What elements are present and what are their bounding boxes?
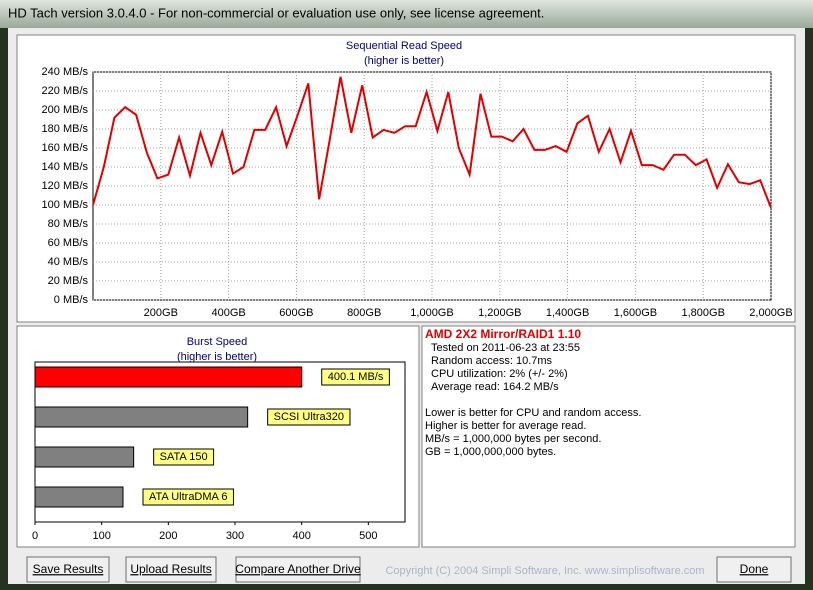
x-tick-label: 800GB	[347, 307, 381, 319]
window-title: HD Tach version 3.0.4.0 - For non-commer…	[8, 5, 544, 20]
chart-subtitle: (higher is better)	[177, 351, 257, 363]
burst-bar	[34, 366, 303, 388]
title-bar	[0, 0, 813, 28]
button[interactable]: Upload Results	[125, 556, 217, 583]
button-face[interactable]	[125, 556, 217, 583]
bar-label: SCSI Ultra320	[274, 411, 344, 423]
info-detail: Random access: 10.7ms	[431, 355, 553, 367]
bar-label: SATA 150	[160, 451, 208, 463]
x-tick-label: 1,400GB	[546, 307, 589, 319]
chart-title: Burst Speed	[187, 336, 248, 348]
bar-label-box	[321, 368, 390, 386]
burst-bar	[34, 486, 124, 508]
x-tick-label: 1,200GB	[478, 307, 521, 319]
button[interactable]: Compare Another Drive	[235, 556, 361, 583]
info-panel	[421, 325, 796, 548]
info-detail: CPU utilization: 2% (+/- 2%)	[431, 368, 568, 380]
x-tick-label: 0	[32, 530, 38, 542]
x-tick-label: 500	[359, 530, 377, 542]
y-tick-label: 0 MB/s	[54, 294, 89, 306]
x-tick-label: 1,600GB	[614, 307, 657, 319]
y-tick-label: 220 MB/s	[42, 85, 89, 97]
button[interactable]: Done	[716, 556, 792, 583]
read-speed-line	[92, 76, 772, 209]
button-label[interactable]: Upload Results	[130, 562, 211, 576]
x-tick-label: 400	[292, 530, 310, 542]
drive-heading: AMD 2X2 Mirror/RAID1 1.10	[425, 327, 581, 341]
button[interactable]: Save Results	[26, 556, 110, 583]
y-tick-label: 60 MB/s	[48, 237, 89, 249]
bar-label-box	[142, 488, 234, 506]
info-note: MB/s = 1,000,000 bytes per second.	[425, 433, 601, 445]
info-detail: Average read: 164.2 MB/s	[431, 381, 559, 393]
y-tick-label: 200 MB/s	[42, 104, 89, 116]
y-tick-label: 160 MB/s	[42, 142, 89, 154]
button-face[interactable]	[235, 556, 361, 583]
info-note: GB = 1,000,000,000 bytes.	[425, 446, 556, 458]
y-tick-label: 20 MB/s	[48, 275, 89, 287]
chart-title: Sequential Read Speed	[346, 40, 462, 52]
info-detail: Tested on 2011-06-23 at 23:55	[431, 342, 580, 354]
info-note: Lower is better for CPU and random acces…	[425, 407, 641, 419]
x-tick-label: 600GB	[279, 307, 313, 319]
bar-label: ATA UltraDMA 6	[149, 491, 227, 503]
burst-bar	[34, 446, 135, 468]
x-tick-label: 2,000GB	[749, 307, 792, 319]
y-tick-label: 240 MB/s	[42, 66, 89, 78]
button-face[interactable]	[716, 556, 792, 583]
x-tick-label: 300	[226, 530, 244, 542]
button-label[interactable]: Save Results	[33, 562, 104, 576]
button-face[interactable]	[26, 556, 110, 583]
y-tick-label: 80 MB/s	[48, 218, 89, 230]
burst-bar	[34, 406, 249, 428]
x-tick-label: 1,800GB	[681, 307, 724, 319]
x-tick-label: 200	[159, 530, 177, 542]
bar-label-box	[267, 408, 351, 426]
bar-label-box	[153, 448, 215, 466]
button-label[interactable]: Done	[740, 562, 769, 576]
y-tick-label: 180 MB/s	[42, 123, 89, 135]
y-tick-label: 100 MB/s	[42, 199, 89, 211]
y-tick-label: 40 MB/s	[48, 256, 89, 268]
x-tick-label: 200GB	[144, 307, 178, 319]
x-tick-label: 100	[92, 530, 110, 542]
chart-subtitle: (higher is better)	[364, 55, 444, 67]
bar-label: 400.1 MB/s	[328, 371, 384, 383]
x-tick-label: 400GB	[211, 307, 245, 319]
y-tick-label: 140 MB/s	[42, 161, 89, 173]
y-tick-label: 120 MB/s	[42, 180, 89, 192]
button-label[interactable]: Compare Another Drive	[235, 562, 361, 576]
info-note: Higher is better for average read.	[425, 420, 586, 432]
x-tick-label: 1,000GB	[410, 307, 453, 319]
copyright: Copyright (C) 2004 Simpli Software, Inc.…	[385, 565, 704, 577]
